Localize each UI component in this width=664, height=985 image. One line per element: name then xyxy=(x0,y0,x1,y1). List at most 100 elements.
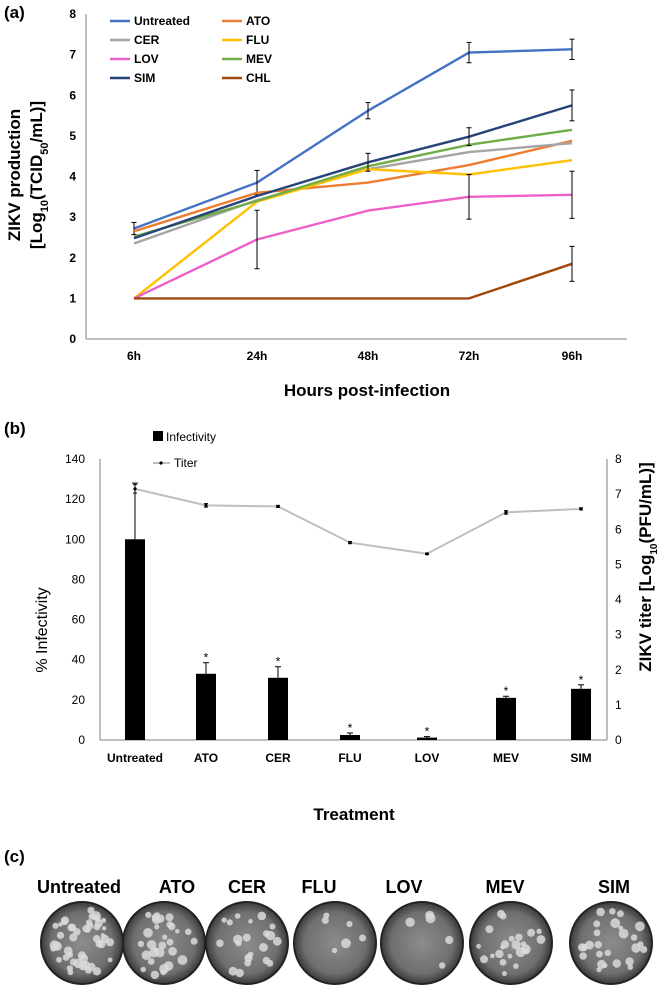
y2-tick-label: 1 xyxy=(615,698,622,712)
plaque xyxy=(141,950,152,960)
plaque xyxy=(175,929,180,934)
plaque-plates: Untreated ATO CER FLU LOV MEV SIM xyxy=(37,877,653,985)
chart-b-legend: Infectivity Titer xyxy=(153,430,216,470)
plaque xyxy=(625,957,634,966)
chart-b-ylabel: % Infectivity xyxy=(34,587,51,672)
y-tick-label: 6 xyxy=(69,88,76,102)
series-line xyxy=(133,139,573,233)
plaque xyxy=(100,933,106,938)
plaque xyxy=(87,906,95,914)
legend-label-infectivity: Infectivity xyxy=(166,430,216,444)
plaque xyxy=(495,949,504,959)
series-ato xyxy=(133,139,573,233)
plaque xyxy=(52,922,59,929)
plaque xyxy=(499,959,507,966)
y-tick-label: 0 xyxy=(78,733,85,747)
plaque xyxy=(228,966,238,976)
titer-point xyxy=(348,540,352,545)
plaque xyxy=(154,924,160,930)
chart-a-ylabel: ZIKV production [Log10(TCID50/mL)] xyxy=(5,101,51,249)
bar-cer xyxy=(268,677,288,740)
plaque xyxy=(508,935,515,942)
titer-point xyxy=(276,504,280,509)
chart-b-titer-line xyxy=(133,484,583,556)
chart-b: 0 20 40 60 80 100 120 140 0 1 2 3 4 5 6 7 8 Untreated AT… xyxy=(34,430,660,824)
x-tick-label: 24h xyxy=(247,349,268,363)
plaque xyxy=(480,955,488,964)
plate-untreated xyxy=(40,901,124,985)
series-line xyxy=(133,142,573,245)
plaque xyxy=(151,913,160,922)
plaque xyxy=(49,940,60,950)
plaque xyxy=(502,971,507,977)
plaque xyxy=(521,944,531,954)
plaque xyxy=(60,916,70,925)
y2-tick-label: 8 xyxy=(615,452,622,466)
plaque xyxy=(262,956,270,965)
chart-b-axes xyxy=(99,459,608,741)
titer-point xyxy=(425,552,429,556)
plaque xyxy=(92,967,102,976)
plate-label: ATO xyxy=(159,877,195,897)
plate-label: LOV xyxy=(385,877,422,897)
plate-label: MEV xyxy=(485,877,524,897)
plaque xyxy=(143,928,153,938)
chart-b-y2label-text: ZIKV titer [Log10(PFU/mL)] xyxy=(636,462,660,671)
plaque xyxy=(259,943,268,952)
y-tick-label: 20 xyxy=(72,693,86,707)
plaque xyxy=(69,933,78,942)
titer-point xyxy=(504,510,508,514)
plaque xyxy=(490,953,495,959)
plaque xyxy=(263,930,270,938)
plaque xyxy=(77,951,86,960)
legend-label: LOV xyxy=(134,52,159,66)
plaque xyxy=(610,918,621,929)
x-tick-label: 96h xyxy=(562,349,583,363)
plate-label: FLU xyxy=(302,877,337,897)
plaque xyxy=(78,961,88,971)
y-tick-label: 120 xyxy=(65,492,85,506)
chart-b-bars: * * * * * * xyxy=(125,482,591,740)
y-tick-label: 140 xyxy=(65,452,85,466)
titer-point xyxy=(133,487,137,491)
plaque xyxy=(593,929,601,937)
plaque xyxy=(497,909,505,918)
plaque xyxy=(56,956,62,963)
plaque xyxy=(630,934,638,941)
plaque xyxy=(234,913,241,919)
significance-marker: * xyxy=(348,721,353,735)
plaque xyxy=(602,962,608,969)
x-tick-label: 48h xyxy=(358,349,379,363)
plaque xyxy=(244,953,253,963)
y-tick-label: 60 xyxy=(72,613,86,627)
chart-a: 0 1 2 3 4 5 6 7 8 6h 24h 48h 72h 96h Untreated ATO CER… xyxy=(5,7,627,400)
x-tick-label: CER xyxy=(265,751,291,765)
plaque xyxy=(184,928,192,936)
plaque xyxy=(177,955,188,965)
plate-label: SIM xyxy=(598,877,630,897)
plaque xyxy=(500,944,505,950)
plaque xyxy=(323,912,330,919)
plaque xyxy=(85,919,93,926)
plaque xyxy=(66,965,74,972)
plaque xyxy=(85,966,92,974)
plaque xyxy=(637,941,644,948)
plaque xyxy=(405,917,415,927)
plaque xyxy=(147,958,155,965)
significance-marker: * xyxy=(579,673,584,687)
series-flu xyxy=(133,159,573,300)
series-line xyxy=(133,159,573,300)
panel-a-label: (a) xyxy=(4,3,25,22)
plaque xyxy=(627,964,633,970)
chart-a-ylabel-line1: ZIKV production xyxy=(5,109,24,241)
significance-marker: * xyxy=(425,725,430,739)
plaque xyxy=(640,945,648,954)
bar-ato xyxy=(196,673,216,740)
plaque xyxy=(272,936,282,946)
plaque xyxy=(226,919,233,926)
x-tick-label: 6h xyxy=(127,349,141,363)
plaque xyxy=(439,962,446,969)
y2-tick-label: 3 xyxy=(615,628,622,642)
series-line xyxy=(134,262,573,300)
